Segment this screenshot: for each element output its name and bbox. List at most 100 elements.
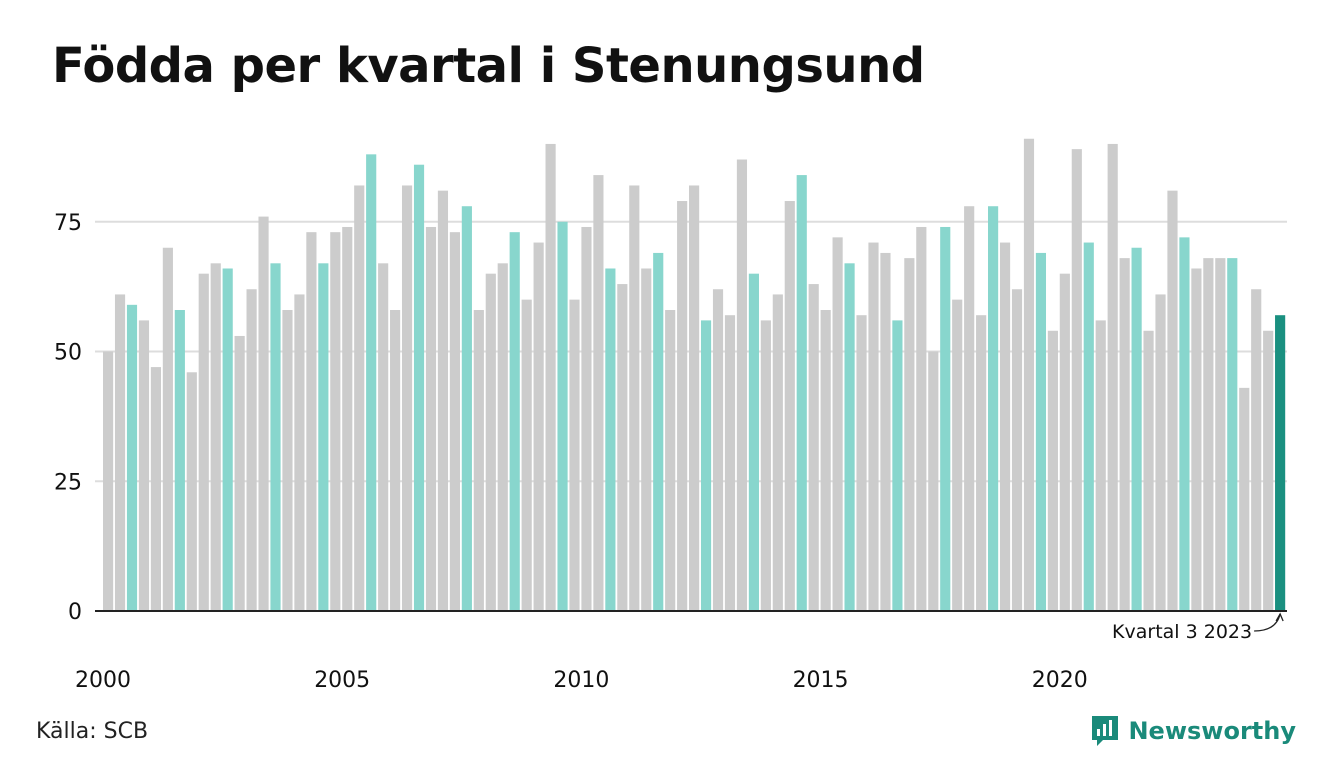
bar xyxy=(1275,315,1286,611)
bar xyxy=(1143,330,1154,611)
bar-chart: 0 25 50 75 2000 2005 2010 2015 2020 Kvartal 3 202… xyxy=(54,138,1287,693)
bar xyxy=(748,273,759,611)
bar xyxy=(904,258,915,611)
bar xyxy=(366,154,377,611)
bar xyxy=(246,289,257,611)
bar xyxy=(856,315,867,611)
bar xyxy=(928,351,939,611)
bar xyxy=(820,310,831,611)
bar xyxy=(1071,149,1082,611)
bar xyxy=(868,242,879,612)
bar xyxy=(318,263,329,611)
bar xyxy=(605,268,616,611)
bar xyxy=(677,201,688,611)
bar xyxy=(916,226,927,612)
x-tick-label: 2020 xyxy=(1032,668,1088,693)
bar xyxy=(473,310,484,611)
bar xyxy=(940,226,951,612)
bar xyxy=(461,206,472,611)
bar xyxy=(999,242,1011,612)
chart-title: Födda per kvartal i Stenungsund xyxy=(52,38,925,94)
bar xyxy=(282,310,293,611)
bar xyxy=(509,232,520,612)
bar xyxy=(390,310,401,611)
bar xyxy=(1251,289,1262,611)
bar xyxy=(150,367,161,611)
annotation-arrow xyxy=(1254,613,1281,632)
bar xyxy=(1227,258,1238,611)
bar xyxy=(736,159,748,611)
bar xyxy=(126,304,138,611)
bar xyxy=(712,289,724,611)
y-tick-label: 50 xyxy=(54,341,82,366)
bar xyxy=(653,252,664,611)
bar xyxy=(689,185,700,611)
bar xyxy=(1119,258,1130,611)
y-tick-label: 25 xyxy=(54,470,82,495)
bar xyxy=(222,268,233,611)
bar xyxy=(1095,320,1106,611)
bar xyxy=(162,247,173,612)
y-tick-label: 75 xyxy=(54,211,82,236)
bar xyxy=(306,232,317,612)
bar xyxy=(1083,242,1094,612)
bar xyxy=(354,185,365,611)
bar xyxy=(1023,138,1035,611)
bar xyxy=(1263,330,1274,611)
bar xyxy=(724,315,736,611)
bar xyxy=(210,263,221,611)
bar xyxy=(425,226,437,612)
bar xyxy=(952,299,963,611)
bar xyxy=(1059,273,1070,611)
bar xyxy=(892,320,903,611)
bar xyxy=(174,310,185,611)
bar xyxy=(198,273,209,611)
bar xyxy=(617,284,628,611)
bar xyxy=(1035,252,1047,611)
bar xyxy=(533,242,544,612)
source-label: Källa: SCB xyxy=(36,719,149,744)
annotation-arrowhead xyxy=(1275,612,1284,622)
bar xyxy=(1167,190,1178,611)
bar xyxy=(988,206,999,611)
bar xyxy=(1155,294,1166,611)
annotation-label: Kvartal 3 2023 xyxy=(1112,621,1252,643)
x-tick-label: 2000 xyxy=(75,668,131,693)
bar xyxy=(772,294,783,611)
bar xyxy=(545,143,556,611)
bar xyxy=(569,299,580,611)
bar xyxy=(1131,247,1142,612)
x-tick-label: 2015 xyxy=(793,668,849,693)
bar xyxy=(497,263,508,611)
bar xyxy=(665,310,676,611)
bar xyxy=(832,237,843,612)
bar xyxy=(449,232,460,612)
bar xyxy=(186,372,197,611)
bar xyxy=(1191,268,1202,611)
bar xyxy=(1215,258,1226,611)
bar xyxy=(1047,330,1058,611)
bar xyxy=(342,226,353,612)
y-tick-label: 0 xyxy=(68,600,82,625)
bar xyxy=(378,263,389,611)
bar xyxy=(629,185,640,611)
bar xyxy=(880,252,891,611)
x-tick-label: 2005 xyxy=(314,668,370,693)
bar xyxy=(796,175,807,611)
bar xyxy=(784,201,795,611)
bar xyxy=(808,284,819,611)
bar xyxy=(234,335,245,611)
bar xyxy=(593,175,604,611)
bar xyxy=(413,164,425,611)
bar xyxy=(138,320,150,611)
bar xyxy=(844,263,855,611)
bar xyxy=(557,221,568,612)
bar xyxy=(521,299,532,611)
bar xyxy=(330,232,341,612)
brand-name: Newsworthy xyxy=(1128,717,1296,745)
bar xyxy=(437,190,449,611)
x-tick-label: 2010 xyxy=(553,668,609,693)
bar xyxy=(103,351,114,611)
bar xyxy=(258,216,269,611)
bar xyxy=(1107,143,1118,611)
